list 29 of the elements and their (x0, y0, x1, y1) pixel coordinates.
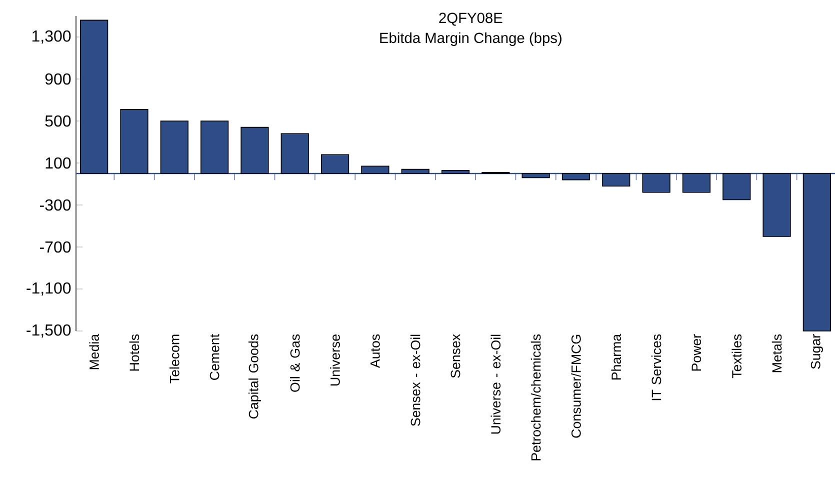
x-tick-label: Media (89, 334, 99, 370)
x-tick-label: Autos (370, 334, 380, 368)
x-tick-label: IT Services (651, 334, 662, 400)
x-tick-label: Sugar (810, 334, 823, 369)
x-tick-label: Textiles (732, 334, 742, 378)
text: Ebitda Margin Change (bps) (380, 32, 562, 46)
x-tick-label: Hotels (129, 334, 140, 371)
x-tick-label: Sensex - ex-Oil (410, 334, 420, 426)
y-tick-label: 100 (46, 157, 71, 169)
x-tick-label: Universe - ex-Oil (490, 334, 501, 434)
y-tick-label: 500 (45, 115, 71, 127)
x-tick-label: Universe (330, 334, 340, 386)
y-tick-label: -700 (40, 241, 71, 253)
x-tick-label: Consumer/FMCG (571, 334, 581, 438)
y-tick-label: 900 (45, 73, 71, 85)
y-tick-label: 1,300 (32, 30, 71, 44)
x-tick-label: Pharma (611, 334, 622, 380)
x-tick-label: Capital Goods (248, 334, 261, 418)
y-tick-label: -300 (40, 199, 71, 211)
x-tick-label: Oil & Gas (290, 334, 300, 392)
x-tick-label: Petrochem/chemicals (530, 334, 541, 460)
x-tick-label: Cement (210, 334, 220, 380)
y-tick-label: -1,100 (26, 282, 71, 296)
x-tick-label: Telecom (170, 334, 180, 384)
x-tick-label: Metals (772, 334, 782, 372)
y-tick-label: -1,500 (26, 324, 71, 338)
x-tick-label: Power (692, 334, 702, 371)
chart-title: 2QFY08E (439, 12, 502, 26)
x-tick-label: Sensex (450, 334, 460, 378)
